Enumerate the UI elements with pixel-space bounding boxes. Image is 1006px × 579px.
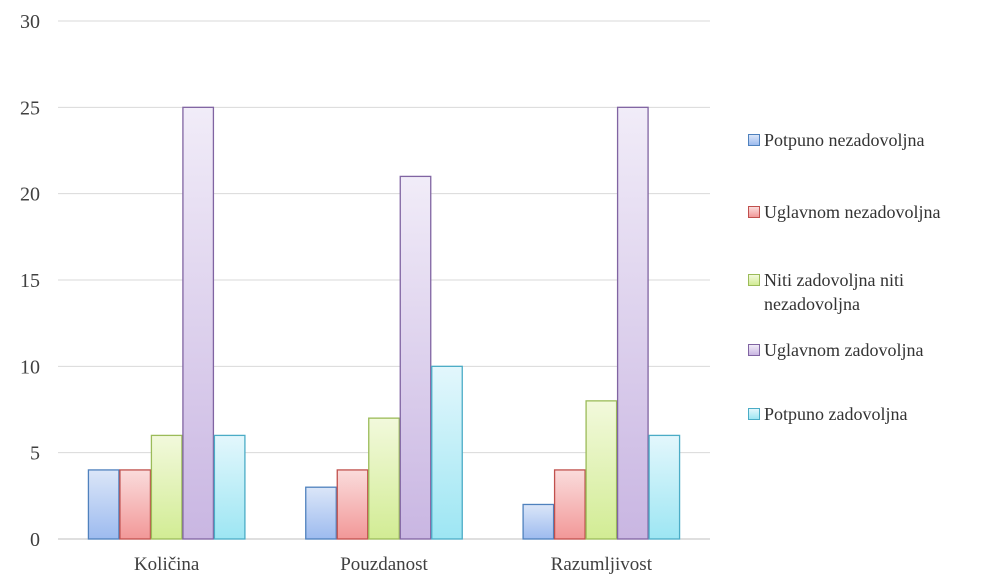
legend-label: Uglavnom nezadovoljna — [764, 202, 941, 222]
bar — [368, 417, 400, 540]
bars — [87, 106, 681, 540]
x-axis-tick-labels: Količina Pouzdanost Razumljivost — [134, 554, 653, 575]
bar — [87, 469, 120, 540]
y-tick-label: 0 — [30, 529, 40, 551]
x-tick-label: Pouzdanost — [340, 554, 428, 575]
bar — [585, 400, 618, 540]
legend-item: Potpuno nezadovoljna — [748, 128, 1002, 152]
legend-swatch — [748, 206, 760, 218]
y-tick-label: 20 — [20, 184, 40, 206]
bar — [522, 503, 555, 540]
bar — [213, 434, 246, 540]
y-tick-label: 30 — [20, 11, 40, 33]
legend-item: Uglavnom nezadovoljna — [748, 200, 1002, 224]
legend-swatch — [748, 134, 760, 146]
legend-swatch — [748, 344, 760, 356]
bar — [648, 434, 681, 540]
legend-label: Niti zadovoljna niti nezadovoljna — [764, 270, 904, 314]
y-axis-tick-labels: 0 5 10 15 20 25 30 — [20, 11, 40, 551]
y-tick-label: 5 — [30, 443, 40, 465]
legend-swatch — [748, 408, 760, 420]
legend-item: Potpuno zadovoljna — [748, 402, 1002, 426]
y-tick-label: 10 — [20, 356, 40, 378]
bar — [553, 469, 586, 540]
bar — [431, 365, 463, 540]
bar — [399, 175, 432, 540]
bar — [182, 106, 215, 540]
legend-swatch — [748, 274, 760, 286]
legend-item: Niti zadovoljna niti nezadovoljna — [748, 268, 1002, 316]
bar — [305, 486, 337, 540]
y-tick-label: 25 — [20, 97, 40, 119]
legend-item: Uglavnom zadovoljna — [748, 338, 1002, 362]
x-tick-label: Količina — [134, 554, 200, 575]
legend-label: Uglavnom zadovoljna — [764, 340, 924, 360]
legend-label: Potpuno zadovoljna — [764, 404, 908, 424]
x-tick-label: Razumljivost — [551, 554, 653, 575]
bar — [616, 106, 649, 540]
bar — [119, 469, 152, 540]
bar — [336, 469, 369, 540]
legend-label: Potpuno nezadovoljna — [764, 130, 925, 150]
y-tick-label: 15 — [20, 270, 40, 292]
bar — [150, 434, 183, 540]
